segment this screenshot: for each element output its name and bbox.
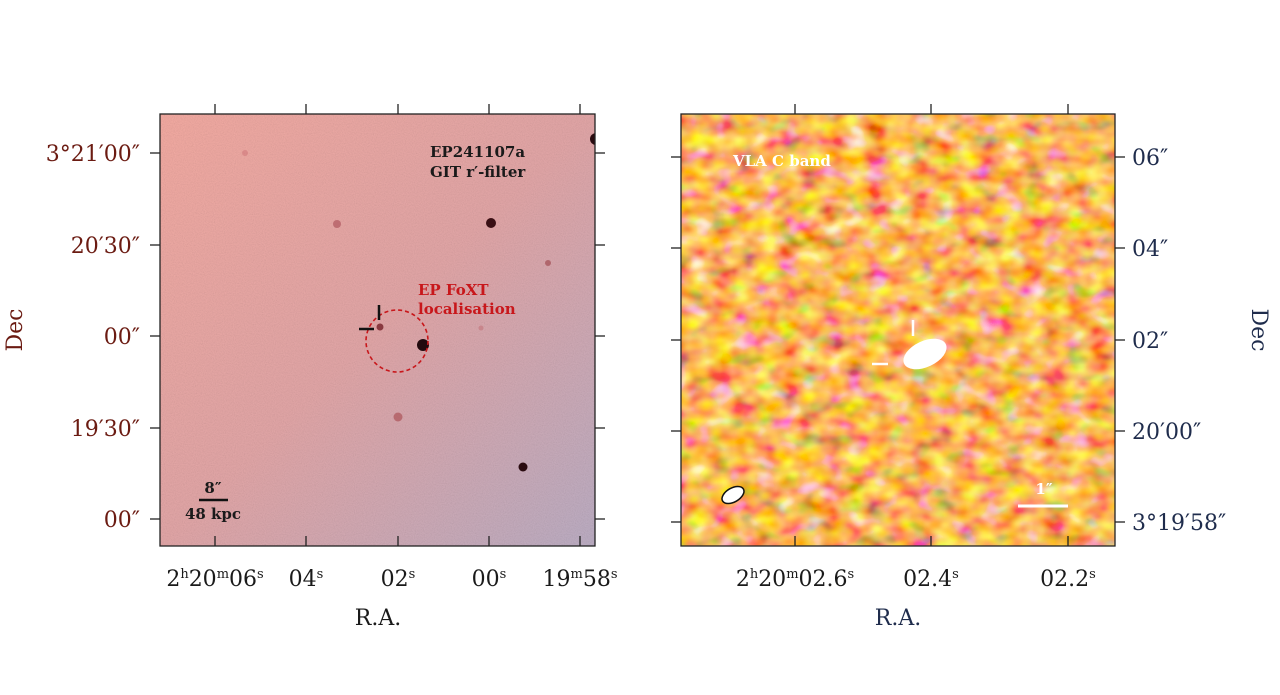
radio-ticks bbox=[671, 104, 1125, 546]
optical-ticks bbox=[150, 104, 605, 546]
dec-tick-label: 00″ bbox=[104, 508, 140, 533]
dec-tick-label: 20′30″ bbox=[71, 234, 140, 259]
host-galaxy bbox=[376, 323, 384, 331]
star bbox=[590, 133, 595, 145]
optical-frame bbox=[159, 113, 596, 547]
optical-xlabel: R.A. bbox=[355, 606, 401, 631]
optical-label-line1: EP241107a bbox=[430, 143, 525, 161]
ra-tick-label: 02s bbox=[381, 567, 416, 592]
ra-tick-label: 2h20m06s bbox=[166, 567, 263, 592]
radio-xlabel: R.A. bbox=[875, 606, 921, 631]
radio-frame bbox=[680, 113, 1116, 547]
dec-tick-label: 00″ bbox=[104, 325, 140, 350]
radio-ra-tick-label: 2h20m02.6s bbox=[736, 567, 854, 592]
radio-dec-tick-label: 3°19′58″ bbox=[1132, 511, 1226, 536]
ra-tick-label: 19m58s bbox=[543, 567, 618, 592]
dec-tick-label: 19′30″ bbox=[71, 417, 140, 442]
radio-beam bbox=[721, 485, 745, 505]
optical-image bbox=[160, 114, 595, 546]
star bbox=[518, 462, 528, 472]
faint-source bbox=[478, 325, 484, 331]
annotation-line2: localisation bbox=[418, 300, 516, 318]
optical-panel: EP241107a GIT r′-filter EP FoXT localisa… bbox=[3, 104, 618, 631]
radio-panel: VLA C band 1″ 06″ 04″ 02″ 20′00″ 3°19′58… bbox=[671, 104, 1271, 631]
radio-dec-tick-label: 06″ bbox=[1132, 146, 1168, 171]
optical-sources bbox=[242, 133, 595, 472]
faint-source bbox=[393, 412, 403, 422]
ra-tick-label: 00s bbox=[472, 567, 507, 592]
faint-source bbox=[242, 150, 248, 156]
radio-map bbox=[681, 114, 1115, 546]
scale-label-bottom: 48 kpc bbox=[185, 505, 241, 523]
optical-label-line2: GIT r′-filter bbox=[430, 163, 526, 181]
radio-ra-tick-label: 02.2s bbox=[1040, 567, 1096, 592]
radio-label: VLA C band bbox=[732, 152, 831, 170]
optical-ylabel: Dec bbox=[3, 309, 28, 352]
radio-ylabel: Dec bbox=[1246, 309, 1271, 352]
radio-dec-tick-label: 20′00″ bbox=[1132, 420, 1201, 445]
radio-sources bbox=[721, 338, 947, 505]
radio-counterpart bbox=[903, 338, 947, 370]
faint-source bbox=[545, 260, 551, 266]
radio-dec-tick-label: 02″ bbox=[1132, 329, 1168, 354]
radio-scale-label: 1″ bbox=[1035, 480, 1052, 498]
star bbox=[417, 339, 429, 351]
radio-dec-tick-label: 04″ bbox=[1132, 237, 1168, 262]
faint-source bbox=[333, 220, 341, 228]
annotation-line1: EP FoXT bbox=[418, 281, 489, 299]
star bbox=[486, 218, 496, 228]
scale-label-top: 8″ bbox=[204, 479, 221, 497]
ra-tick-label: 04s bbox=[289, 567, 324, 592]
dec-tick-label: 3°21′00″ bbox=[46, 142, 140, 167]
foxt-localisation-circle bbox=[365, 309, 429, 373]
radio-ra-tick-label: 02.4s bbox=[903, 567, 959, 592]
